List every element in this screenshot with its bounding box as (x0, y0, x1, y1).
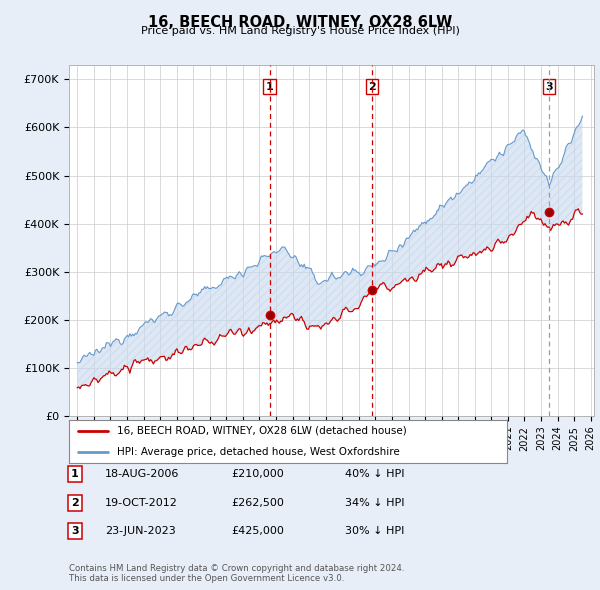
Text: Contains HM Land Registry data © Crown copyright and database right 2024.
This d: Contains HM Land Registry data © Crown c… (69, 563, 404, 583)
Text: HPI: Average price, detached house, West Oxfordshire: HPI: Average price, detached house, West… (117, 447, 400, 457)
Text: 16, BEECH ROAD, WITNEY, OX28 6LW: 16, BEECH ROAD, WITNEY, OX28 6LW (148, 15, 452, 30)
Text: 2: 2 (368, 81, 376, 91)
Text: 1: 1 (71, 470, 79, 479)
Text: 34% ↓ HPI: 34% ↓ HPI (345, 498, 404, 507)
Text: Price paid vs. HM Land Registry's House Price Index (HPI): Price paid vs. HM Land Registry's House … (140, 26, 460, 36)
Text: 30% ↓ HPI: 30% ↓ HPI (345, 526, 404, 536)
Text: £210,000: £210,000 (231, 470, 284, 479)
Text: 3: 3 (71, 526, 79, 536)
Text: £262,500: £262,500 (231, 498, 284, 507)
Text: 40% ↓ HPI: 40% ↓ HPI (345, 470, 404, 479)
Text: 3: 3 (545, 81, 553, 91)
Text: 2: 2 (71, 498, 79, 507)
Text: £425,000: £425,000 (231, 526, 284, 536)
Text: 18-AUG-2006: 18-AUG-2006 (105, 470, 179, 479)
Text: 19-OCT-2012: 19-OCT-2012 (105, 498, 178, 507)
Text: 1: 1 (266, 81, 274, 91)
Text: 23-JUN-2023: 23-JUN-2023 (105, 526, 176, 536)
Text: 16, BEECH ROAD, WITNEY, OX28 6LW (detached house): 16, BEECH ROAD, WITNEY, OX28 6LW (detach… (117, 426, 407, 436)
